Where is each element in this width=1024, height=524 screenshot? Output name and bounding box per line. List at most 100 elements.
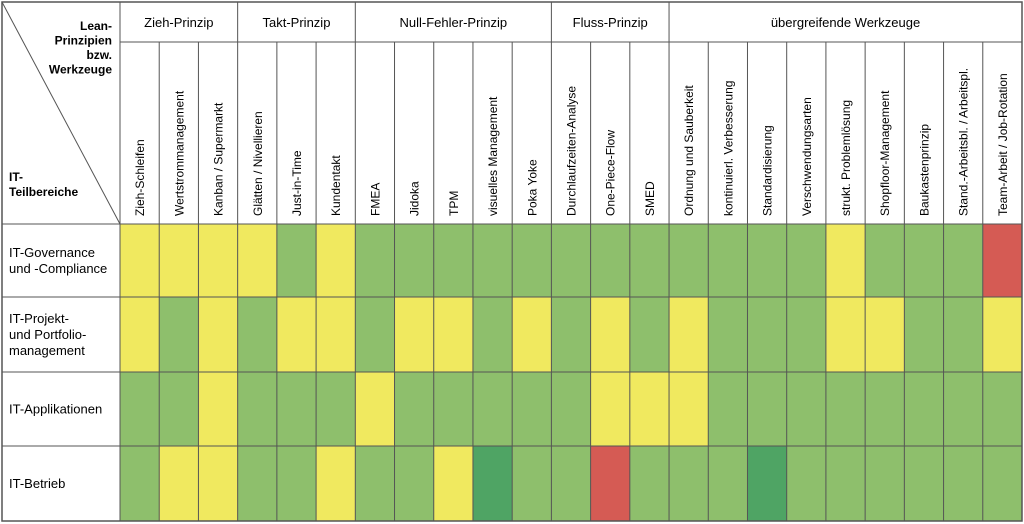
heatmap-cell <box>747 224 787 297</box>
column-label: One-Piece-Flow <box>604 130 618 216</box>
heatmap-cell <box>120 224 160 297</box>
heatmap-cell <box>551 446 591 521</box>
heatmap-cell <box>394 297 434 372</box>
heatmap-cell <box>316 224 356 297</box>
heatmap-cell <box>512 372 552 446</box>
column-label: TPM <box>447 191 461 216</box>
column-label: Stand.-Arbeitsbl. / Arbeitspl. <box>957 68 971 216</box>
heatmap-cell <box>120 297 160 372</box>
heatmap-cell <box>551 372 591 446</box>
heatmap-cell <box>786 297 826 372</box>
column-label: Durchlaufzeiten-Analyse <box>565 86 579 216</box>
heatmap-cell <box>982 372 1022 446</box>
heatmap-cell <box>708 224 748 297</box>
corner-diagonal <box>1 1 121 225</box>
column-label: Jidoka <box>408 181 422 216</box>
heatmap-cell <box>433 372 473 446</box>
heatmap-cell <box>198 372 238 446</box>
column-label: Zieh-Schleifen <box>133 139 147 216</box>
column-label: Team-Arbeit / Job-Rotation <box>996 73 1010 216</box>
heatmap-cell <box>237 224 277 297</box>
heatmap-cell <box>708 446 748 521</box>
heatmap-cell <box>394 446 434 521</box>
heatmap-cell <box>276 224 317 297</box>
heatmap-cell <box>512 297 552 372</box>
heatmap-cell <box>159 297 199 372</box>
row-label: IT-Betrieb <box>9 476 65 491</box>
heatmap-cell <box>355 446 395 521</box>
heatmap-cell <box>708 372 748 446</box>
heatmap-cell <box>120 372 160 446</box>
heatmap-cell <box>904 372 944 446</box>
column-label: Kundentakt <box>329 155 343 216</box>
heatmap-cell <box>316 372 356 446</box>
heatmap-cell <box>276 372 317 446</box>
row-label: IT-Projekt-und Portfolio-management <box>9 311 86 358</box>
heatmap-cell <box>786 372 826 446</box>
heatmap-cell <box>590 446 630 521</box>
heatmap-cell <box>629 446 670 521</box>
column-label: SMED <box>643 181 657 216</box>
heatmap-cell <box>394 224 434 297</box>
heatmap-cell <box>708 297 748 372</box>
heatmap-cell <box>472 446 513 521</box>
heatmap-cell <box>865 297 905 372</box>
column-label: kontinuierl. Verbesserung <box>721 81 735 216</box>
heatmap-cell <box>237 446 277 521</box>
column-label: Baukastenprinzip <box>917 124 931 216</box>
heatmap-cell <box>904 446 944 521</box>
heatmap-cell <box>276 446 317 521</box>
heatmap-cell <box>747 446 787 521</box>
group-header-label: Takt-Prinzip <box>263 15 331 30</box>
heatmap-cell <box>982 446 1022 521</box>
heatmap-cell <box>669 446 709 521</box>
heatmap-cell <box>825 372 866 446</box>
heatmap-cell <box>629 297 670 372</box>
heatmap-cell <box>786 224 826 297</box>
heatmap-cell <box>825 224 866 297</box>
heatmap-cell <box>943 372 983 446</box>
group-header-label: Null-Fehler-Prinzip <box>400 15 508 30</box>
heatmap-cell <box>865 372 905 446</box>
heatmap-cell <box>590 297 630 372</box>
heatmap-cell <box>943 297 983 372</box>
heatmap-cell <box>472 224 513 297</box>
heatmap-cell <box>786 446 826 521</box>
heatmap-cell <box>512 446 552 521</box>
heatmap-cell <box>825 297 866 372</box>
column-label: strukt. Problemlösung <box>839 100 853 216</box>
heatmap-cell <box>551 297 591 372</box>
heatmap-cell <box>433 297 473 372</box>
heatmap-cell <box>629 224 670 297</box>
heatmap-cell <box>669 372 709 446</box>
column-label: visuelles Management <box>486 96 500 216</box>
heatmap-cell <box>747 297 787 372</box>
column-label: Verschwendungsarten <box>800 97 814 216</box>
heatmap-cell <box>904 297 944 372</box>
heatmap-cell <box>865 446 905 521</box>
column-label: FMEA <box>368 183 382 216</box>
heatmap-cell <box>159 372 199 446</box>
heatmap-cell <box>943 224 983 297</box>
heatmap-cell <box>825 446 866 521</box>
heatmap-cell <box>433 446 473 521</box>
text-layer: Lean-Prinzipien bzw. Werkzeuge IT-Teilberei… <box>9 15 1010 491</box>
heatmap-cell <box>355 297 395 372</box>
heatmap-cell <box>943 446 983 521</box>
heatmap-cell <box>512 224 552 297</box>
column-label: Standardisierung <box>761 125 775 216</box>
heatmap-cell <box>355 372 395 446</box>
column-label: Just-in-Time <box>290 150 304 216</box>
column-label: Shopfloor-Management <box>878 90 892 216</box>
heatmap-cell <box>198 446 238 521</box>
column-label: Poka Yoke <box>525 159 539 216</box>
group-header-label: Zieh-Prinzip <box>144 15 213 30</box>
group-header-label: Fluss-Prinzip <box>573 15 648 30</box>
heatmap-cell <box>159 446 199 521</box>
column-label: Glätten / Nivellieren <box>251 111 265 216</box>
heatmap-cell <box>472 297 513 372</box>
heatmap-cell <box>237 372 277 446</box>
